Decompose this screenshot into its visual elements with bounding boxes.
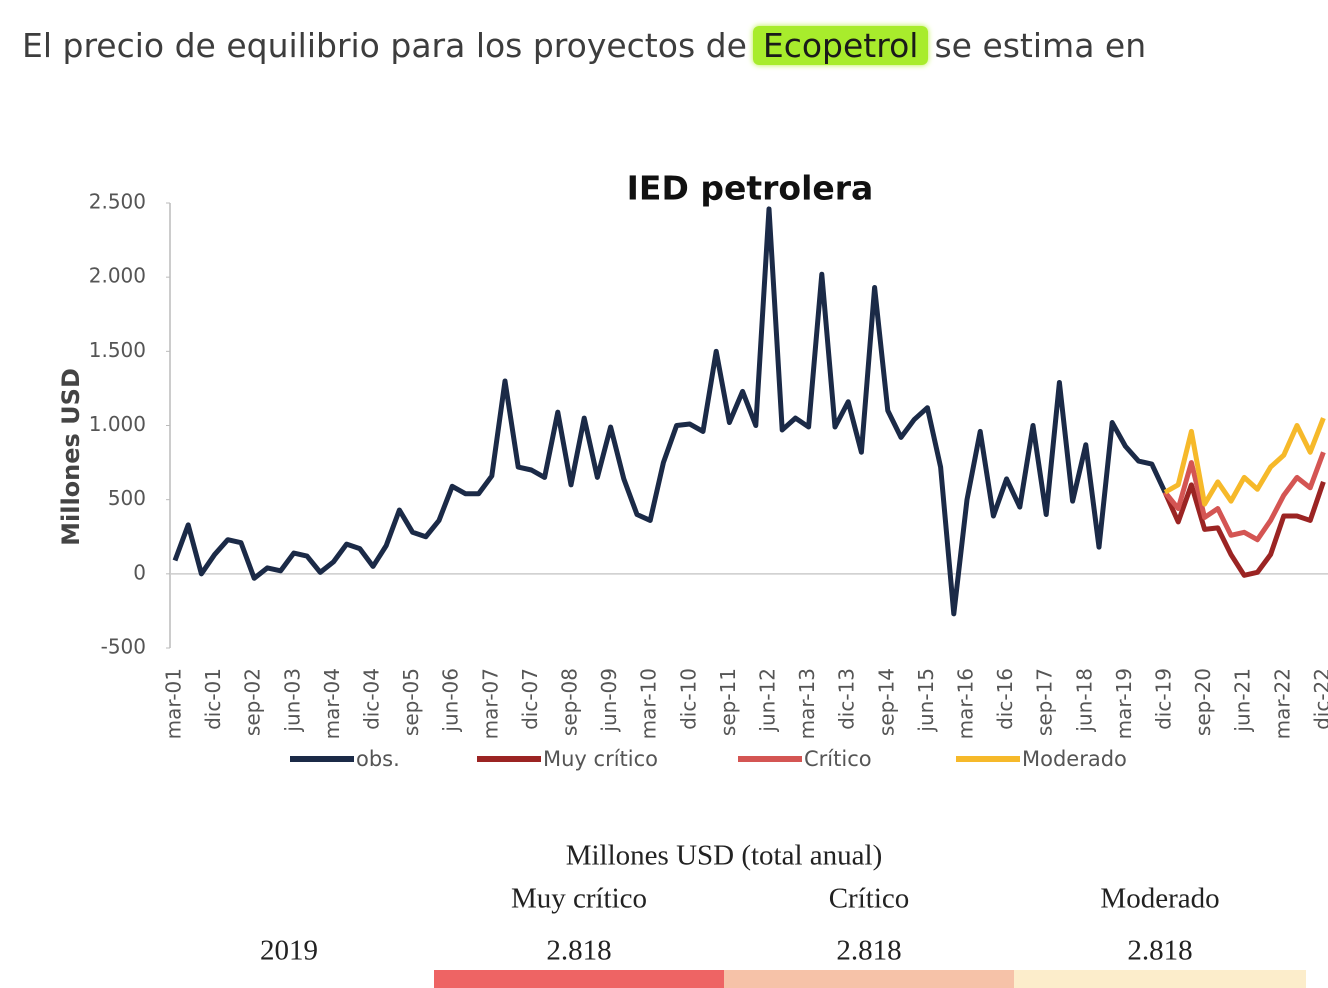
x-tick-label: mar-19 <box>1112 668 1136 739</box>
table-title: Millones USD (total anual) <box>566 840 883 872</box>
table-header: Crítico <box>829 883 910 915</box>
table-cell: 2.818 <box>836 935 901 967</box>
x-tick-label: jun-09 <box>597 668 621 733</box>
y-tick-label: 2.000 <box>89 264 146 288</box>
y-tick-label: 1.500 <box>89 338 146 362</box>
x-tick-label: sep-02 <box>241 668 265 736</box>
line-series <box>1163 417 1326 507</box>
y-tick-label: 2.500 <box>89 190 146 214</box>
line-series <box>172 206 1168 617</box>
chart-title: IED petrolera <box>627 169 874 208</box>
x-tick-label: dic-10 <box>676 668 700 730</box>
x-tick-label: jun-06 <box>439 668 463 733</box>
x-tick-label: dic-19 <box>1152 668 1176 730</box>
x-tick-label: dic-04 <box>360 668 384 730</box>
x-tick-label: mar-10 <box>637 668 661 739</box>
cell-bg <box>1014 970 1306 988</box>
x-tick-label: mar-13 <box>795 668 819 739</box>
x-tick-label: jun-15 <box>914 668 938 733</box>
x-tick-label: mar-01 <box>162 668 186 739</box>
table-cell: 2019 <box>260 935 318 967</box>
line-series <box>1163 451 1326 543</box>
x-tick-label: dic-07 <box>518 668 542 730</box>
legend-label: obs. <box>356 747 400 771</box>
x-tick-label: mar-16 <box>954 668 978 739</box>
table-header: Moderado <box>1100 883 1219 915</box>
cell-bg <box>724 970 1014 988</box>
x-tick-label: jun-18 <box>1072 668 1096 733</box>
x-tick-label: mar-04 <box>320 668 344 739</box>
x-tick-label: dic-01 <box>201 668 225 730</box>
x-tick-label: mar-22 <box>1270 668 1294 739</box>
y-axis-label: Millones USD <box>57 368 85 546</box>
header-text: se estima en <box>934 26 1147 65</box>
y-tick-label: 500 <box>108 486 146 510</box>
x-tick-label: sep-05 <box>399 668 423 736</box>
header-text: El precio de equilibrio para los proyect… <box>22 26 747 65</box>
y-tick-label: -500 <box>101 635 146 659</box>
x-tick-label: dic-22 <box>1310 668 1328 730</box>
x-tick-label: sep-08 <box>558 668 582 736</box>
x-tick-label: sep-14 <box>874 668 898 736</box>
x-tick-label: sep-20 <box>1191 668 1215 736</box>
x-tick-label: sep-17 <box>1033 668 1057 736</box>
table-cell: 2.818 <box>546 935 611 967</box>
x-tick-label: dic-16 <box>993 668 1017 730</box>
x-tick-label: jun-21 <box>1231 668 1255 733</box>
highlight: Ecopetrol <box>752 26 929 65</box>
x-tick-label: dic-13 <box>835 668 859 730</box>
line-series <box>1162 481 1326 578</box>
table-header: Muy crítico <box>511 883 647 915</box>
y-tick-label: 1.000 <box>89 412 146 436</box>
x-tick-label: jun-12 <box>756 668 780 733</box>
legend-label: Crítico <box>804 747 872 771</box>
x-tick-label: sep-11 <box>716 668 740 736</box>
legend-label: Muy crítico <box>543 747 658 771</box>
header: El precio de equilibrio para los proyect… <box>22 26 1146 65</box>
cell-bg <box>434 970 724 988</box>
x-tick-label: mar-07 <box>478 668 502 739</box>
x-tick-label: jun-03 <box>280 668 304 733</box>
legend-label: Moderado <box>1022 747 1127 771</box>
y-tick-label: 0 <box>133 560 146 584</box>
table-cell: 2.818 <box>1127 935 1192 967</box>
